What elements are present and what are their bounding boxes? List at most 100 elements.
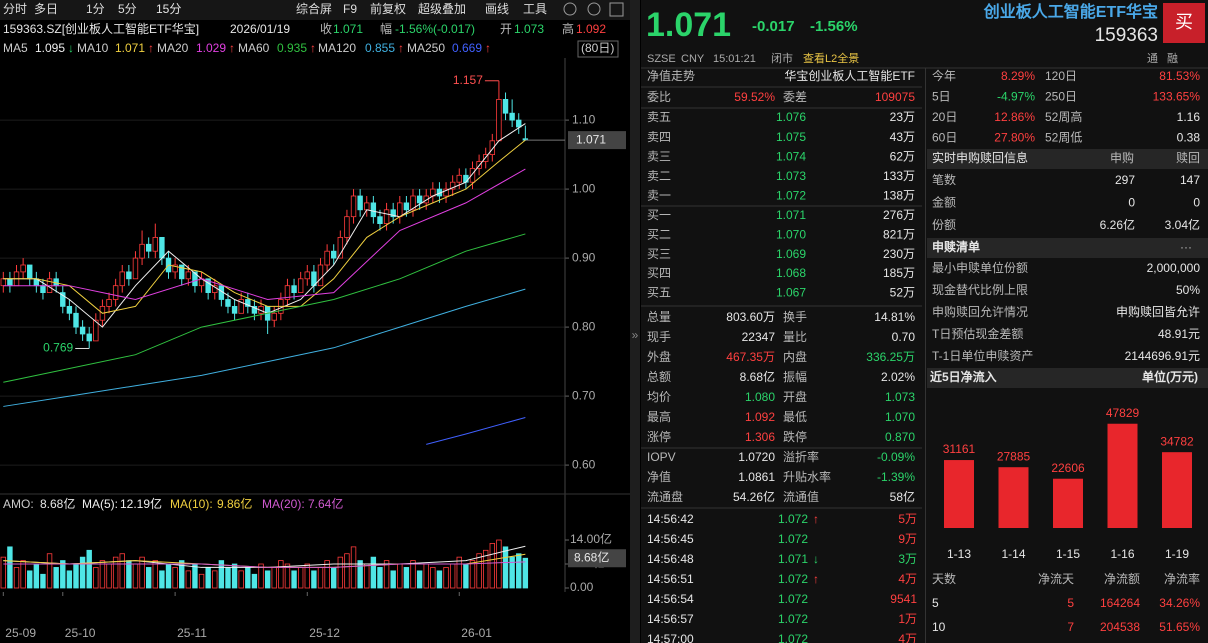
tick-price: 1.072 [778, 512, 808, 526]
label: 买一 [647, 208, 671, 222]
toolbar-button[interactable]: 15分 [156, 2, 181, 16]
tick-arrow: ↓ [813, 552, 819, 566]
toolbar-button[interactable]: 分时 [3, 2, 27, 16]
legend-value: 0.669 [452, 41, 482, 55]
toolbar-button[interactable]: 1分 [86, 2, 105, 16]
candle-body [449, 181, 456, 190]
legend-name: MA(20): [262, 497, 305, 511]
tick-time: 14:56:51 [647, 572, 694, 586]
l2-link[interactable]: 查看L2全景 [803, 51, 859, 65]
label: 卖二 [647, 169, 671, 183]
label: 5 [932, 596, 939, 610]
candle-body [377, 216, 383, 224]
label: 6.26亿 [1100, 217, 1135, 232]
volume-bar [7, 546, 13, 589]
settings-icon[interactable] [563, 2, 577, 16]
window-icon[interactable] [609, 2, 624, 17]
toolbar-button[interactable]: 工具 [523, 2, 547, 16]
bar [1107, 423, 1138, 528]
label: 54.26亿 [733, 489, 775, 504]
bar [944, 460, 974, 528]
bar [1162, 452, 1192, 528]
divider[interactable] [630, 0, 640, 643]
x-tick-label: 25-10 [65, 626, 96, 640]
label: 卖五 [647, 110, 671, 124]
volume-bar [370, 556, 377, 589]
volume-bar [357, 560, 363, 589]
change: -0.017 [752, 18, 795, 35]
label: 34.26% [1159, 596, 1200, 610]
tick-time: 14:56:57 [647, 612, 694, 626]
label: 0.870 [885, 430, 915, 444]
y-tick-label: 0.00 [570, 580, 594, 594]
info-high: 1.092 [576, 22, 606, 36]
label: 185万 [883, 266, 915, 280]
volume-bar [33, 563, 40, 589]
label: 336.25万 [866, 350, 915, 364]
volume-bar [126, 560, 132, 589]
candle-body [93, 319, 99, 342]
label: 1.075 [776, 130, 806, 144]
volume-bar [192, 563, 198, 589]
label: 1.072 [776, 189, 806, 203]
tick-vol: 9万 [898, 532, 917, 546]
more[interactable]: ··· [1180, 240, 1192, 254]
y-tick-label: 0.60 [572, 457, 596, 471]
buy-button[interactable] [1163, 3, 1205, 43]
ma-line [3, 168, 526, 301]
candle-body [79, 326, 86, 335]
help-icon[interactable] [587, 2, 601, 16]
tick-price: 1.072 [778, 572, 808, 586]
toolbar-button[interactable]: 前复权 [370, 1, 406, 16]
y-tick-label: 0.70 [572, 388, 596, 402]
period-label[interactable]: (80日) [581, 41, 614, 55]
tick-vol: 1万 [898, 612, 917, 626]
volume-bar [443, 567, 449, 589]
legend-value: 12.19亿 [120, 496, 162, 511]
candle-body [410, 195, 416, 211]
col-header: 赎回 [1176, 151, 1200, 165]
section-title: 申赎清单 [932, 239, 980, 254]
volume-bar [86, 549, 92, 589]
candle-body [291, 285, 297, 293]
candle-body [132, 257, 139, 280]
toolbar-button[interactable]: 5分 [118, 2, 137, 16]
tick-time: 14:56:48 [647, 552, 694, 566]
volume-bar [436, 570, 443, 589]
tick-price: 1.072 [778, 612, 808, 626]
label: 81.53% [1159, 69, 1200, 83]
tick-vol: 9541 [890, 592, 917, 606]
candle-body [304, 271, 310, 280]
toolbar-button[interactable]: F9 [343, 2, 357, 16]
label: 7 [1067, 620, 1074, 634]
label: 1.0861 [738, 470, 775, 484]
label: 均价 [647, 390, 671, 404]
volume-bar [145, 567, 152, 589]
toolbar-button[interactable]: 画线 [485, 2, 509, 16]
legend-value: 1.095 [35, 41, 65, 55]
label: 120日 [1045, 69, 1077, 83]
buy-label[interactable]: 买 [1175, 12, 1193, 32]
label: 净流率 [1164, 571, 1200, 586]
info-open-label: 开 [500, 22, 512, 36]
volume-bar [93, 567, 99, 589]
label: -1.39% [877, 470, 915, 484]
info-symbol: 159363.SZ[创业板人工智能ETF华宝] [3, 21, 199, 36]
tick-arrow: ↑ [813, 572, 819, 586]
volume-bar [483, 549, 489, 589]
x-tick-label: 25-12 [309, 626, 340, 640]
annotation: 0.769 [43, 341, 73, 355]
change-pct: -1.56% [810, 18, 858, 35]
label: 250日 [1045, 90, 1077, 104]
volume-bar [496, 539, 502, 589]
toolbar-button[interactable]: 多日 [34, 2, 58, 16]
legend-value: 1.071 [115, 41, 145, 55]
volume-bar [79, 556, 86, 589]
candle-body [297, 278, 304, 293]
toolbar-button[interactable]: 综合屏 [296, 1, 332, 16]
toolbar-button[interactable]: 超级叠加 [418, 1, 466, 16]
label: 22347 [742, 330, 776, 344]
candle-body [60, 292, 66, 307]
collapse-icon[interactable]: » [632, 328, 639, 342]
period-box[interactable] [577, 40, 619, 58]
